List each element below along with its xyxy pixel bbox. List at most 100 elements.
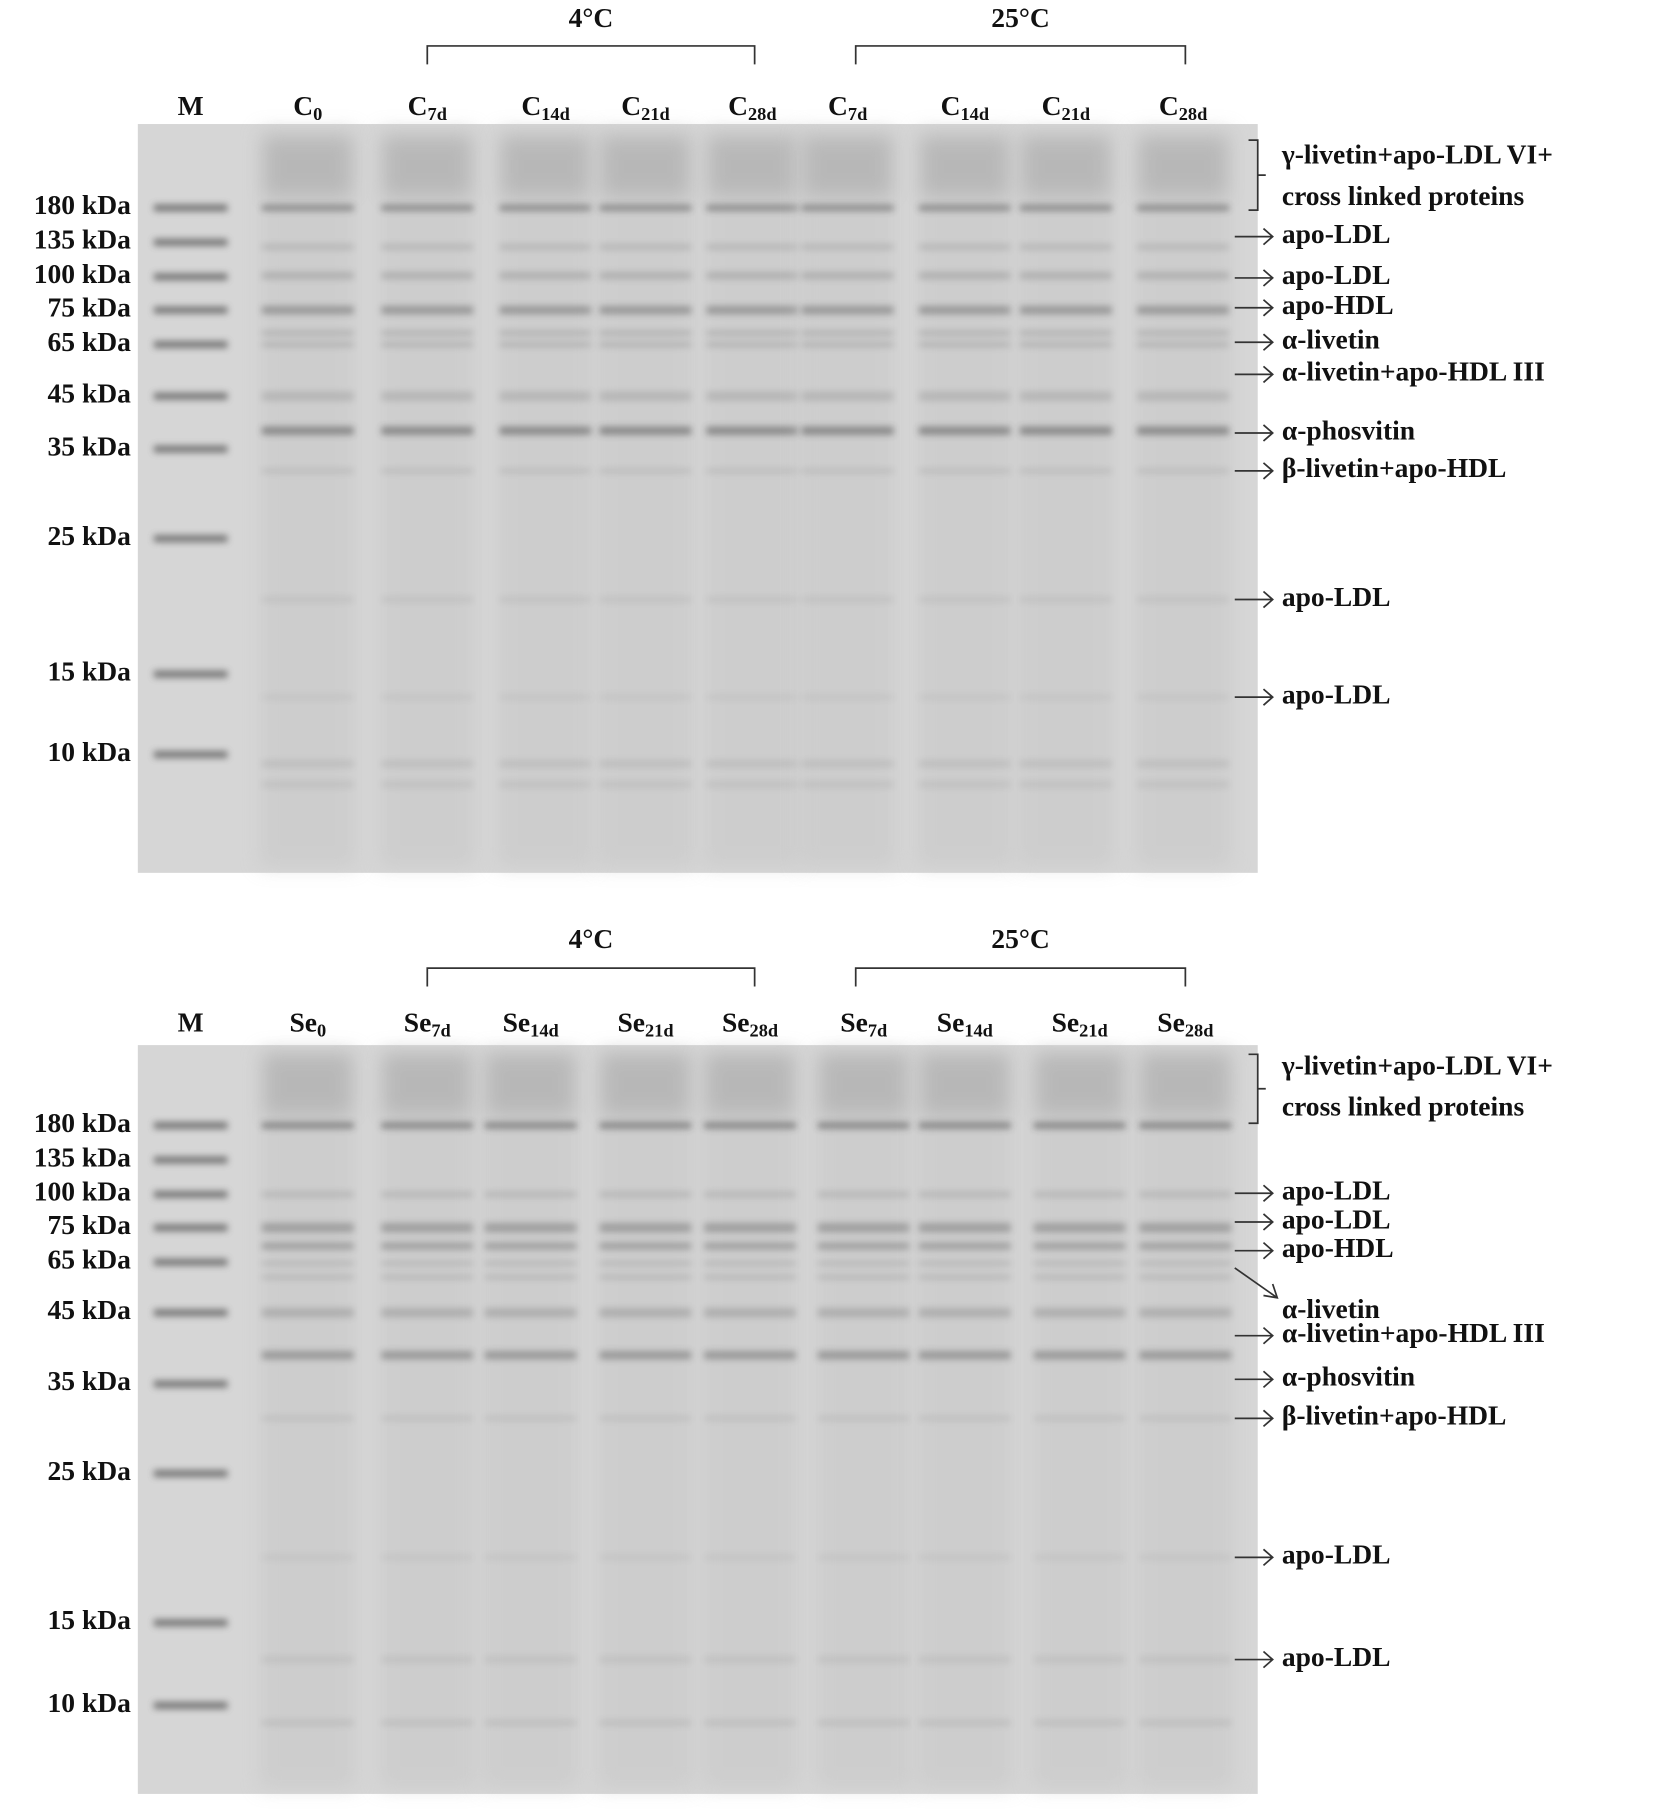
marker-band	[153, 1224, 228, 1232]
annotation-label: apo-HDL	[1282, 1232, 1394, 1263]
protein-band	[706, 342, 799, 347]
protein-band	[599, 1308, 692, 1318]
protein-band	[499, 694, 592, 700]
protein-band	[381, 1223, 474, 1233]
protein-band	[706, 760, 799, 768]
marker-band	[153, 535, 228, 543]
group-label: 25°C	[991, 923, 1049, 954]
protein-band	[706, 468, 799, 474]
protein-band	[599, 1122, 692, 1129]
protein-band	[599, 342, 692, 347]
protein-band	[599, 244, 692, 250]
protein-band	[599, 1275, 692, 1279]
protein-band	[918, 780, 1011, 788]
protein-band	[499, 306, 592, 315]
lane-label-sub: 14d	[541, 104, 570, 124]
protein-band	[817, 1554, 910, 1561]
smear	[820, 1054, 908, 1115]
lane-label: C28d	[728, 90, 776, 124]
protein-band	[381, 330, 474, 336]
smear	[804, 137, 892, 196]
smear	[383, 1054, 471, 1115]
protein-band	[381, 1308, 474, 1318]
arrow	[1234, 1184, 1274, 1202]
protein-band	[484, 1223, 577, 1233]
protein-band	[1137, 596, 1230, 603]
marker-band	[153, 1156, 228, 1164]
lane	[799, 129, 896, 868]
arrow	[1234, 365, 1274, 384]
marker-label: 180 kDa	[34, 189, 131, 220]
protein-band	[261, 244, 354, 250]
marker-band	[153, 306, 228, 314]
lane-label-base: C	[1042, 90, 1062, 121]
smear	[1022, 137, 1110, 196]
protein-band	[599, 596, 692, 603]
protein-band	[499, 596, 592, 603]
annotation-label: α-phosvitin	[1282, 414, 1415, 445]
marker-band	[153, 238, 228, 246]
lane-label: Se0	[289, 1007, 326, 1041]
group-bracket	[854, 45, 1187, 65]
protein-band	[704, 1122, 796, 1129]
protein-band	[381, 1191, 474, 1198]
protein-band	[704, 1656, 796, 1663]
lane-label-sub: 21d	[1079, 1021, 1108, 1041]
protein-band	[499, 244, 592, 250]
lane-label-sub: 21d	[645, 1021, 674, 1041]
protein-band	[1137, 306, 1230, 315]
protein-band	[704, 1554, 796, 1561]
protein-band	[704, 1275, 796, 1279]
protein-band	[599, 1242, 692, 1250]
lane-label: C7d	[408, 90, 447, 124]
lane-label-base: Se	[617, 1007, 645, 1038]
marker-band	[153, 341, 228, 348]
smear	[921, 1054, 1009, 1115]
protein-band	[1139, 1351, 1232, 1360]
protein-band	[261, 1308, 354, 1318]
group-bracket	[426, 967, 756, 987]
protein-band	[1033, 1261, 1126, 1266]
lane-label-base: M	[178, 1007, 204, 1038]
protein-band	[704, 1351, 796, 1360]
lane-label-base: C	[941, 90, 961, 121]
marker-label: 135 kDa	[34, 1141, 131, 1172]
lane-label-base: Se	[289, 1007, 317, 1038]
protein-band	[1137, 205, 1230, 211]
lane-label-sub: 7d	[868, 1021, 887, 1041]
protein-band	[918, 1416, 1011, 1421]
lane-label: C21d	[1042, 90, 1090, 124]
group-label: 4°C	[569, 923, 614, 954]
annotation-label: apo-HDL	[1282, 289, 1394, 320]
annotation-bracket	[1248, 139, 1266, 212]
protein-band	[1137, 760, 1230, 768]
protein-band	[1033, 1554, 1126, 1561]
protein-band	[1033, 1656, 1126, 1663]
protein-band	[599, 694, 692, 700]
protein-band	[1033, 1122, 1126, 1129]
protein-band	[599, 205, 692, 211]
protein-band	[261, 330, 354, 336]
protein-band	[381, 1261, 474, 1266]
marker-band	[153, 1619, 228, 1627]
annotation-label: apo-LDL	[1282, 1641, 1391, 1672]
protein-band	[706, 596, 799, 603]
lane-label-base: C	[728, 90, 748, 121]
gel-panel: M Se0 Se7d Se14d Se21d Se28d Se7d Se14d Se21d Se2…	[34, 923, 1553, 1794]
protein-band	[817, 1719, 910, 1726]
protein-band	[918, 1308, 1011, 1318]
protein-band	[918, 1122, 1011, 1129]
protein-band	[706, 330, 799, 336]
protein-band	[381, 596, 474, 603]
protein-band	[918, 244, 1011, 250]
lane-label-sub: 21d	[641, 104, 670, 124]
lane-label-sub: 14d	[530, 1021, 559, 1041]
protein-band	[261, 1242, 354, 1250]
marker-label: 15 kDa	[48, 655, 132, 686]
protein-band	[261, 342, 354, 347]
protein-band	[706, 306, 799, 315]
protein-band	[1019, 342, 1112, 347]
protein-band	[801, 780, 894, 788]
annotation-label: apo-LDL	[1282, 1539, 1391, 1570]
